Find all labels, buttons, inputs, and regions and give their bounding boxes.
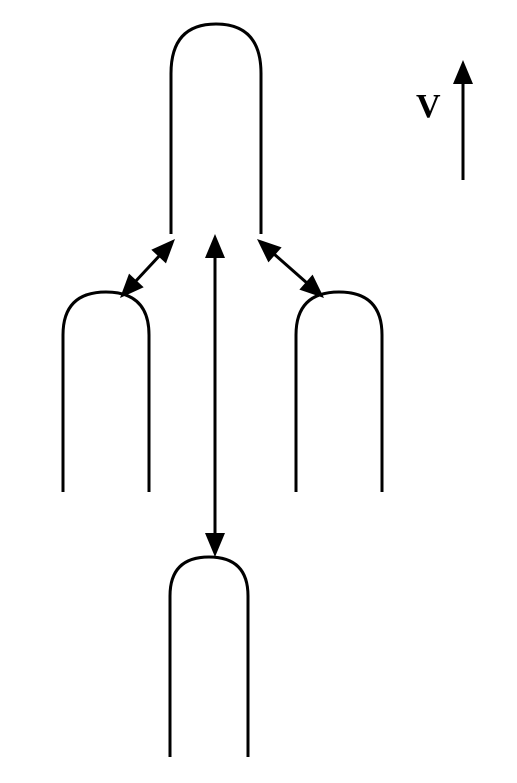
arrow-center-vertical	[205, 234, 225, 557]
right-shape	[296, 292, 382, 492]
left-shape	[63, 292, 149, 492]
arrow-top-to-left	[120, 239, 175, 298]
arrow-top-to-right	[257, 239, 324, 298]
top-shape	[171, 24, 261, 234]
arrow-velocity	[453, 60, 473, 180]
velocity-label: V	[416, 88, 441, 126]
bottom-shape	[170, 557, 248, 757]
